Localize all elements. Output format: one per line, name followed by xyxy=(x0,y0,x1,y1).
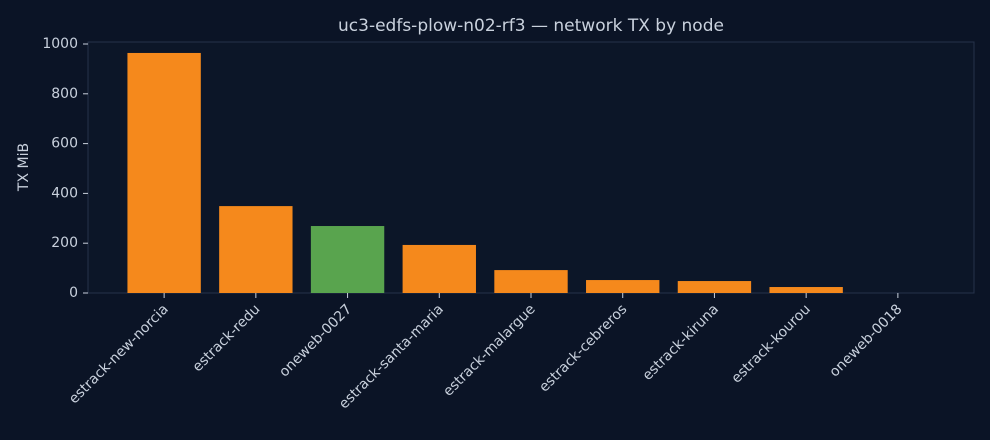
y-tick-label: 200 xyxy=(51,235,78,251)
y-tick-label: 800 xyxy=(51,86,78,102)
bar xyxy=(310,226,385,293)
bar xyxy=(402,244,476,293)
y-axis-label: TX MiB xyxy=(16,143,32,192)
bar xyxy=(769,287,843,293)
bar xyxy=(219,206,293,293)
y-tick-label: 600 xyxy=(51,136,78,152)
y-tick-label: 0 xyxy=(69,285,78,301)
bar xyxy=(127,52,201,293)
bar xyxy=(494,270,568,293)
bar xyxy=(677,281,752,293)
y-tick-label: 1000 xyxy=(42,36,78,52)
y-tick-label: 400 xyxy=(51,185,78,201)
bar xyxy=(586,280,660,293)
chart-title: uc3-edfs-plow-n02-rf3 — network TX by no… xyxy=(338,16,724,36)
